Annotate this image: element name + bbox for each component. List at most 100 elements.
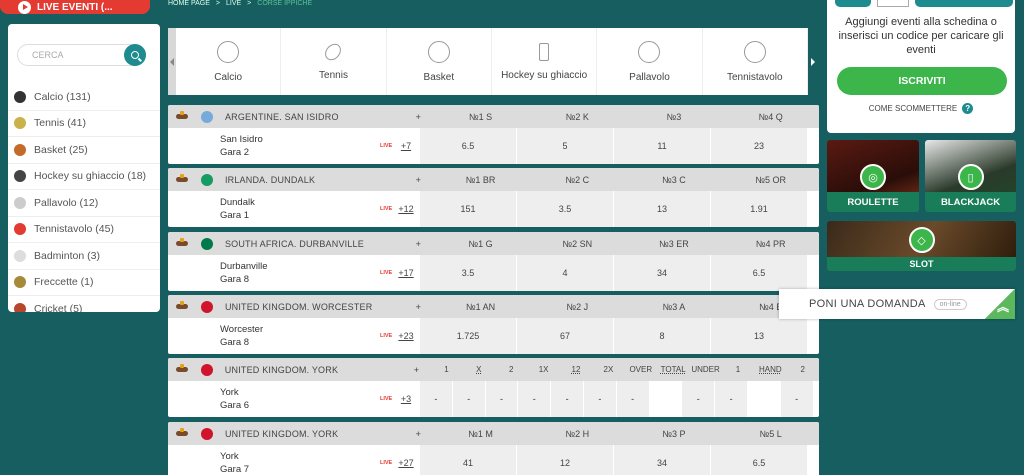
runner-header: №5 OR: [755, 174, 786, 185]
betslip-tab[interactable]: [835, 0, 871, 7]
sidebar-sport-label: Tennistavolo (45): [34, 223, 114, 236]
odds-button[interactable]: -: [780, 381, 813, 417]
odds-button[interactable]: -: [551, 381, 583, 417]
race-venue[interactable]: York Gara 7: [168, 450, 380, 475]
odds-button[interactable]: -: [518, 381, 551, 417]
odds-button[interactable]: 12: [517, 445, 613, 475]
blackjack-tile[interactable]: ▯ BLACKJACK: [925, 140, 1016, 212]
tab-calcio[interactable]: Calcio: [176, 28, 282, 95]
odds-button[interactable]: 23: [711, 128, 807, 164]
odds-button[interactable]: -: [583, 381, 616, 417]
roulette-tile[interactable]: ◎ ROULETTE: [827, 140, 919, 212]
odds-button[interactable]: 67: [517, 318, 613, 354]
odds-button[interactable]: [747, 381, 780, 417]
tab-label: Calcio: [214, 71, 243, 83]
odds-button[interactable]: 151: [420, 191, 516, 227]
odds-button[interactable]: 8: [614, 318, 710, 354]
load-code-button[interactable]: [915, 0, 1013, 7]
tab-label: Tennis: [319, 69, 348, 81]
odds-button[interactable]: 3.5: [420, 255, 516, 291]
breadcrumb-separator: >: [215, 0, 220, 7]
odds-button[interactable]: 11: [614, 128, 710, 164]
market-header: HAND: [759, 365, 782, 374]
sidebar-sport-item[interactable]: Hockey su ghiaccio (18): [8, 164, 160, 190]
odds-button[interactable]: 41: [420, 445, 516, 475]
odds-button[interactable]: 3.5: [517, 191, 613, 227]
odds-button[interactable]: 5: [517, 128, 613, 164]
breadcrumb-link[interactable]: CORSE IPPICHE: [257, 0, 313, 7]
race-row: Dundalk Gara 1 LIVE +12 151 3.5 13 1.91: [168, 191, 819, 227]
race-venue[interactable]: San Isidro Gara 2: [168, 133, 380, 159]
sidebar-sport-item[interactable]: Freccette (1): [8, 270, 160, 296]
race-header: SOUTH AFRICA. DURBANVILLE + №1 G №2 SN №3 E…: [168, 232, 819, 255]
venue-name: York: [220, 387, 239, 398]
odds-button[interactable]: -: [616, 381, 649, 417]
breadcrumb-link[interactable]: LIVE: [225, 0, 242, 7]
tab-tennis[interactable]: Tennis: [281, 28, 387, 95]
ask-question-widget[interactable]: PONI UNA DOMANDA on-line ︽: [779, 289, 1015, 319]
odds-button[interactable]: 4: [517, 255, 613, 291]
odds-button[interactable]: 6.5: [711, 445, 807, 475]
runner-header: №2 C: [565, 174, 590, 185]
odds-button[interactable]: 6.5: [420, 128, 516, 164]
more-markets-link[interactable]: +27: [398, 458, 414, 468]
sidebar-sport-item[interactable]: Calcio (131): [8, 84, 160, 111]
more-markets-link[interactable]: +7: [400, 141, 412, 151]
scroll-left-button[interactable]: [168, 28, 176, 95]
sidebar-sport-item[interactable]: Basket (25): [8, 137, 160, 164]
race-venue[interactable]: Dundalk Gara 1: [168, 196, 380, 222]
sidebar-sport-item[interactable]: Pallavolo (12): [8, 190, 160, 217]
odds-button[interactable]: 1.725: [420, 318, 516, 354]
odds-button[interactable]: 34: [614, 445, 710, 475]
live-badge: LIVE: [380, 270, 393, 276]
tab-tennistavolo[interactable]: Tennistavolo: [703, 28, 808, 95]
sidebar-sport-item[interactable]: Cricket (5): [8, 296, 160, 312]
runner-header: №3 A: [662, 301, 686, 312]
sidebar-sport-item[interactable]: Badminton (3): [8, 243, 160, 270]
search-button[interactable]: [124, 44, 146, 66]
odds-button[interactable]: -: [682, 381, 715, 417]
expand-button[interactable]: ︽: [985, 289, 1015, 319]
live-badge: LIVE: [380, 460, 393, 466]
sidebar-sport-label: Calcio (131): [34, 90, 91, 103]
betslip-panel: Aggiungi eventi alla schedina o inserisc…: [827, 0, 1015, 133]
sport-icon: [14, 117, 26, 130]
search-input[interactable]: [18, 45, 118, 65]
tab-basket[interactable]: Basket: [387, 28, 492, 95]
more-markets-link[interactable]: +12: [398, 204, 414, 214]
sidebar-sport-label: Badminton (3): [34, 249, 100, 262]
sport-icon: [14, 143, 26, 156]
sidebar-sport-item[interactable]: Tennistavolo (45): [8, 217, 160, 243]
live-events-button[interactable]: LIVE EVENTI (...: [0, 0, 150, 14]
more-markets-link[interactable]: +17: [398, 268, 414, 278]
more-markets-link[interactable]: +23: [398, 331, 414, 341]
tab-hockey[interactable]: Hockey su ghiaccio: [492, 28, 598, 95]
how-to-bet-link[interactable]: COME SCOMMETTERE ?: [827, 103, 1015, 114]
odds-button[interactable]: -: [715, 381, 747, 417]
tab-pallavolo[interactable]: Pallavolo: [597, 28, 703, 95]
odds-button[interactable]: -: [420, 381, 452, 417]
sidebar-sport-item[interactable]: Tennis (41): [8, 111, 160, 137]
odds-button[interactable]: 34: [614, 255, 710, 291]
odds-button[interactable]: 6.5: [711, 255, 807, 291]
venue-name: Dundalk: [220, 197, 255, 208]
odds-button[interactable]: 13: [711, 318, 807, 354]
odds-button[interactable]: -: [485, 381, 518, 417]
race-venue[interactable]: Worcester Gara 8: [168, 323, 380, 349]
scroll-right-button[interactable]: [807, 28, 818, 95]
plus-icon: +: [415, 301, 421, 312]
race-venue[interactable]: Durbanville Gara 8: [168, 260, 380, 286]
odds-button[interactable]: 13: [614, 191, 710, 227]
race-venue[interactable]: York Gara 6: [168, 386, 380, 412]
more-markets-link[interactable]: +3: [400, 394, 412, 404]
online-badge: on-line: [933, 298, 967, 310]
odds-button[interactable]: -: [452, 381, 485, 417]
register-button[interactable]: ISCRIVITI: [837, 67, 1007, 95]
odds-button[interactable]: 1.91: [711, 191, 807, 227]
breadcrumb-link[interactable]: HOME PAGE: [168, 0, 210, 7]
sidebar-sport-label: Tennis (41): [34, 117, 86, 130]
code-input[interactable]: [877, 0, 909, 7]
race-title: ARGENTINE. SAN ISIDRO: [224, 111, 339, 122]
odds-button[interactable]: [649, 381, 682, 417]
slot-tile[interactable]: ◇ SLOT: [827, 221, 1016, 271]
